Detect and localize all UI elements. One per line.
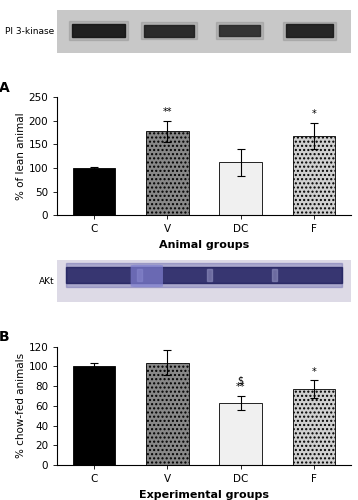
Text: AKt: AKt xyxy=(39,276,54,285)
Bar xyxy=(219,25,260,36)
Bar xyxy=(283,22,336,40)
Y-axis label: % of lean animal: % of lean animal xyxy=(16,112,26,200)
Bar xyxy=(73,168,115,216)
Bar xyxy=(146,362,189,465)
Bar xyxy=(66,264,342,286)
Text: **: ** xyxy=(236,382,246,392)
X-axis label: Animal groups: Animal groups xyxy=(159,240,249,250)
Bar xyxy=(293,136,335,216)
Bar xyxy=(136,269,142,281)
Bar xyxy=(146,131,189,216)
Bar xyxy=(66,267,342,283)
Text: $: $ xyxy=(238,376,244,386)
Bar xyxy=(216,22,263,38)
Text: B: B xyxy=(0,330,9,344)
Bar xyxy=(207,269,212,281)
Bar xyxy=(219,162,262,216)
Text: PI 3-kinase: PI 3-kinase xyxy=(5,27,54,36)
Bar xyxy=(293,389,335,465)
Text: **: ** xyxy=(163,107,172,117)
FancyBboxPatch shape xyxy=(131,265,163,287)
Text: *: * xyxy=(312,366,316,376)
X-axis label: Experimental groups: Experimental groups xyxy=(139,490,269,500)
Bar xyxy=(219,403,262,465)
Bar xyxy=(144,24,194,36)
Y-axis label: % chow-fed animals: % chow-fed animals xyxy=(16,354,26,459)
Text: *: * xyxy=(312,109,316,119)
Bar xyxy=(72,24,125,38)
Bar xyxy=(69,21,128,40)
Bar xyxy=(286,24,333,37)
Bar xyxy=(272,269,277,281)
Text: A: A xyxy=(0,80,9,94)
Bar xyxy=(141,22,197,39)
Bar xyxy=(73,366,115,465)
